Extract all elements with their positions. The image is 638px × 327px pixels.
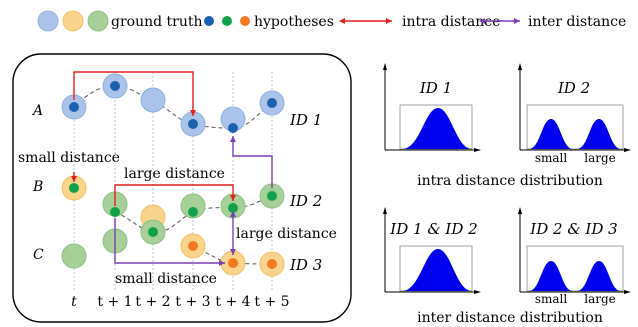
legend-gt-orange-marker	[62, 10, 84, 32]
inter-arrow-id1-id2	[230, 136, 273, 188]
chart-intra-id1-title: ID 1	[419, 79, 452, 97]
legend-hyp-blue-marker	[204, 16, 214, 26]
chart-intra-id2-large-label: large	[584, 151, 616, 165]
annotation-small-distance-top: small distance	[18, 150, 120, 166]
annotation-large-distance-right: large distance	[236, 226, 337, 242]
chart-intra-id2-curve-small	[529, 119, 573, 149]
chart-intra-id2-small-label: small	[535, 151, 568, 165]
chart-intra-id2-frame	[526, 104, 624, 150]
gt-c-t0	[61, 243, 87, 269]
gt-a-t2	[140, 87, 166, 113]
hyp-id1-t0	[69, 102, 79, 112]
hyp-id1-t3	[188, 119, 198, 129]
row-label-c: C	[33, 247, 44, 263]
legend-ground-truth-label: ground truth	[111, 14, 203, 30]
legend-hyp-green-marker	[222, 16, 232, 26]
hypotheses-id1	[69, 81, 277, 133]
chart-intra-id2: ID 2 small large	[518, 63, 631, 165]
legend-hyp-orange-marker	[240, 16, 250, 26]
legend-hypotheses-label: hypotheses	[254, 14, 334, 30]
annotation-large-distance-mid: large distance	[124, 166, 225, 182]
chart-inter-id2-id3-title: ID 2 & ID 3	[529, 220, 617, 238]
time-label-2: t + 2	[135, 294, 170, 310]
intra-arrow-large	[114, 184, 236, 206]
intra-distribution-caption: intra distance distribution	[417, 173, 603, 189]
time-label-0: t	[71, 294, 77, 310]
hyp-id3-t5	[267, 259, 277, 269]
chart-inter-id1-id2: ID 1 & ID 2	[383, 207, 481, 294]
hypotheses-id3	[188, 241, 277, 269]
hyp-id2-t3	[188, 207, 198, 217]
hyp-id1-t4	[228, 123, 238, 133]
legend-intra-label: intra distance	[402, 14, 500, 30]
chart-inter-id2-id3-small-label: small	[535, 292, 568, 306]
inter-arrow-small	[114, 218, 225, 266]
hyp-id2-t5	[267, 191, 277, 201]
hyp-id2-t0	[69, 183, 79, 193]
intra-arrow-id1	[73, 71, 196, 116]
time-label-1: t + 1	[97, 294, 132, 310]
chart-inter-id2-id3: ID 2 & ID 3 small large	[518, 207, 631, 306]
hyp-id3-t3	[188, 241, 198, 251]
legend-inter-label: inter distance	[528, 14, 626, 30]
chart-intra-id1-curve	[402, 108, 472, 149]
chart-inter-id2-id3-curve-small	[529, 261, 573, 291]
annotation-small-distance-bottom: small distance	[115, 271, 217, 287]
chart-inter-id2-id3-large-label: large	[584, 292, 616, 306]
legend: ground truth hypotheses intra distance i…	[37, 10, 626, 32]
row-label-a: A	[31, 103, 43, 119]
inter-distribution-caption: inter distance distribution	[417, 310, 603, 326]
hyp-id1-t1	[110, 81, 120, 91]
chart-inter-id1-id2-title: ID 1 & ID 2	[389, 220, 477, 238]
id-label-3: ID 3	[289, 256, 322, 274]
hyp-id2-t4	[228, 203, 238, 213]
legend-gt-blue-marker	[37, 10, 59, 32]
hyp-id3-t4	[228, 258, 238, 268]
row-label-b: B	[32, 179, 43, 195]
inter-arrows	[114, 136, 273, 266]
time-label-5: t + 5	[254, 294, 289, 310]
intra-arrows	[71, 71, 236, 206]
hyp-id2-t1	[110, 207, 120, 217]
chart-inter-id1-id2-curve	[402, 249, 472, 291]
chart-intra-id1: ID 1	[383, 63, 481, 152]
chart-inter-id2-id3-frame	[526, 245, 624, 292]
time-label-4: t + 4	[215, 294, 250, 310]
time-label-3: t + 3	[175, 294, 210, 310]
legend-gt-green-marker	[87, 10, 109, 32]
time-axis-labels: t t + 1 t + 2 t + 3 t + 4 t + 5	[71, 294, 289, 310]
id-label-1: ID 1	[289, 111, 322, 129]
hyp-id2-t2	[148, 227, 158, 237]
hyp-id1-t5	[267, 98, 277, 108]
gt-b-t3	[180, 193, 206, 219]
chart-inter-id2-id3-curve-large	[577, 261, 621, 291]
chart-intra-id2-title: ID 2	[557, 79, 590, 97]
hypotheses-id2	[69, 183, 277, 237]
chart-intra-id2-curve-large	[577, 119, 621, 149]
id-label-2: ID 2	[289, 192, 322, 210]
